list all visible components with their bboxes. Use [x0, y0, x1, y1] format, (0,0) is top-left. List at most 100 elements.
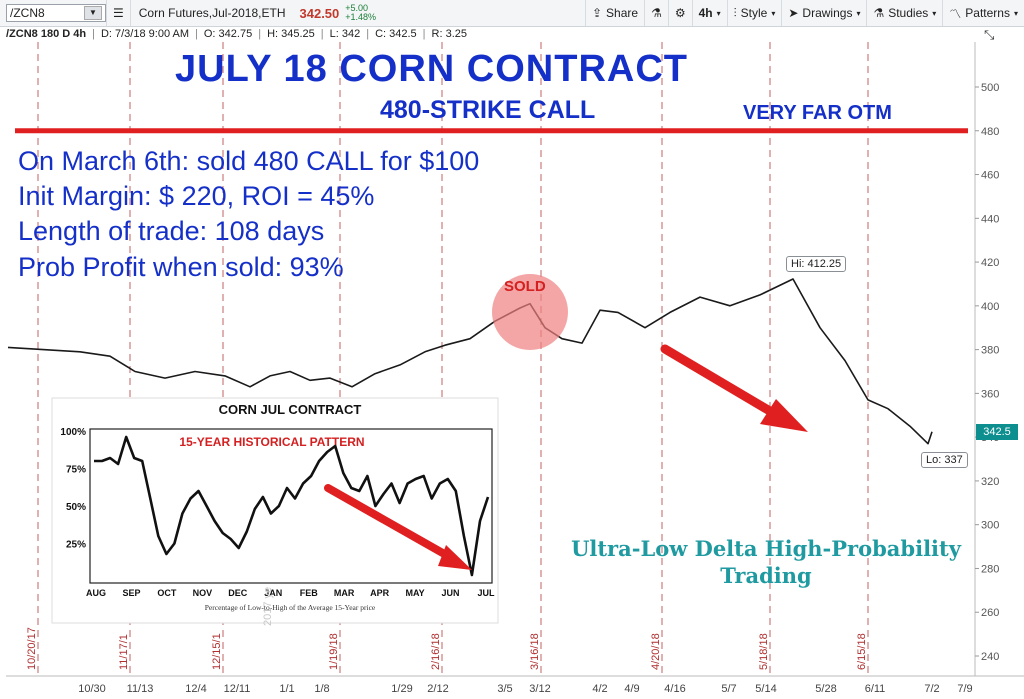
bar-open: O: 342.75 [203, 28, 253, 40]
expiry-label: 12/15/1 [211, 633, 223, 670]
low-badge: Lo: 337 [921, 452, 968, 468]
trade-note: Prob Profit when sold: 93% [18, 252, 344, 282]
ultra-label: Ultra-Low Delta High-Probability Trading [571, 536, 961, 588]
inset-title: CORN JUL CONTRACT [219, 402, 362, 417]
expiry-label: 10/20/17 [26, 627, 38, 670]
y-tick-label: 320 [981, 476, 999, 488]
x-tick-label: 11/13 [127, 683, 154, 695]
bar-close: C: 342.5 [375, 28, 417, 40]
y-tick-label: 420 [981, 257, 999, 269]
y-tick-label: 460 [981, 170, 999, 182]
symbol-menu-icon[interactable]: ☰ [106, 0, 130, 26]
inset-x-label: FEB [300, 588, 319, 598]
otm-label: VERY FAR OTM [743, 102, 892, 124]
settings-button[interactable]: ⚙ [667, 0, 692, 26]
x-tick-label: 7/9 [957, 683, 972, 695]
bar-high: H: 345.25 [267, 28, 315, 40]
x-tick-label: 10/30 [78, 683, 106, 695]
y-tick-label: 380 [981, 345, 999, 357]
ohlc-infobar: /ZCN8 180 D 4h | D: 7/3/18 9:00 AM | O: 34… [0, 26, 975, 42]
interval-button[interactable]: 4h ▾ [691, 0, 727, 26]
inset-y-label: 50% [66, 502, 86, 513]
x-tick-label: 4/16 [664, 683, 685, 695]
x-tick-label: 5/28 [815, 683, 836, 695]
drawings-button[interactable]: ➤ Drawings ▾ [781, 0, 866, 26]
x-tick-label: 2/12 [427, 683, 448, 695]
inset-pattern-line [94, 435, 490, 577]
chevron-down-icon: ▾ [716, 8, 721, 18]
studies-label: Studies [888, 6, 929, 20]
expiry-label: 5/18/18 [758, 633, 770, 670]
expiry-label: 1/19/18 [328, 633, 340, 670]
studies-icon: ⚗ [873, 6, 885, 20]
flask-icon: ⚗ [651, 6, 662, 20]
last-price: 342.50 [299, 5, 340, 21]
chart-toolbar: /ZCN8 ▼ ☰ Corn Futures,Jul-2018,ETH 342.… [0, 0, 1024, 27]
expiry-label: 6/15/18 [856, 633, 868, 670]
magnet-icon[interactable]: ⤡ [984, 27, 995, 42]
inset-plot-frame [89, 428, 493, 584]
x-tick-label: 12/4 [185, 683, 206, 695]
y-tick-label: 240 [981, 651, 999, 663]
bar-low: L: 342 [329, 28, 361, 40]
x-tick-label: 1/8 [314, 683, 329, 695]
bar-range: R: 3.25 [431, 28, 467, 40]
sold-circle [492, 274, 568, 350]
chevron-down-icon[interactable]: ▼ [84, 6, 102, 20]
style-icon: ⫶ [733, 5, 737, 20]
inset-x-label: DEC [228, 588, 248, 598]
trend-arrow-head [760, 399, 808, 432]
separator: | [258, 28, 262, 40]
inset-y-label: 75% [66, 465, 86, 476]
symbol-input[interactable]: /ZCN8 ▼ [6, 4, 106, 22]
inset-x-label: MAR [334, 588, 355, 598]
y-tick-label: 280 [981, 563, 999, 575]
inset-arrow-head [438, 545, 472, 570]
chevron-down-icon: ▾ [932, 8, 937, 18]
x-tick-label: 5/7 [721, 683, 736, 695]
studies-button[interactable]: ⚗ Studies ▾ [866, 0, 942, 26]
inset-x-label: MAY [405, 588, 424, 598]
y-tick-label: 440 [981, 213, 999, 225]
bar-date: D: 7/3/18 9:00 AM [100, 28, 190, 40]
chevron-down-icon: ▾ [856, 8, 861, 18]
y-tick-label: 500 [981, 82, 999, 94]
cursor-icon: ➤ [788, 6, 799, 20]
x-tick-label: 3/5 [497, 683, 512, 695]
chevron-down-icon: ▾ [1013, 8, 1018, 18]
patterns-label: Patterns [965, 6, 1010, 20]
interval-label: 4h [698, 6, 713, 20]
change-percent: +1.48% [345, 12, 377, 22]
watermark-text: 2017 ye [262, 586, 274, 626]
high-badge: Hi: 412.25 [786, 256, 847, 272]
y-tick-label: 300 [981, 520, 999, 532]
x-tick-label: 6/11 [865, 683, 886, 695]
expiry-label: 4/20/18 [650, 633, 662, 670]
inset-arrow-shaft [324, 484, 459, 564]
price-change: +5.00 +1.48% [345, 4, 382, 22]
symbol-description: Corn Futures,Jul-2018,ETH [129, 0, 294, 26]
separator: | [195, 28, 198, 40]
share-icon: ⇪ [591, 6, 603, 20]
x-tick-label: 4/2 [592, 683, 607, 695]
flask-button[interactable]: ⚗ [644, 0, 668, 26]
style-button[interactable]: ⫶ Style ▾ [726, 0, 782, 26]
chart-title: JULY 18 CORN CONTRACT [175, 48, 688, 90]
share-label: Share [606, 6, 639, 20]
symbol-value: /ZCN8 [10, 6, 45, 20]
chevron-down-icon: ▾ [771, 8, 776, 18]
y-tick-label: 400 [981, 301, 999, 313]
style-label: Style [740, 6, 768, 20]
x-tick-label: 7/2 [924, 683, 939, 695]
sold-label: SOLD [504, 278, 546, 295]
share-button[interactable]: ⇪ Share [584, 0, 644, 26]
y-tick-label: 260 [981, 607, 999, 619]
x-tick-label: 3/12 [529, 683, 550, 695]
inset-x-label: JAN [264, 588, 282, 598]
x-tick-label: 1/29 [391, 683, 412, 695]
last-price-marker: 342.5 [976, 424, 1018, 440]
patterns-button[interactable]: 〽 Patterns ▾ [942, 0, 1024, 26]
x-tick-label: 4/9 [624, 683, 639, 695]
trend-arrow-shaft [660, 344, 790, 425]
